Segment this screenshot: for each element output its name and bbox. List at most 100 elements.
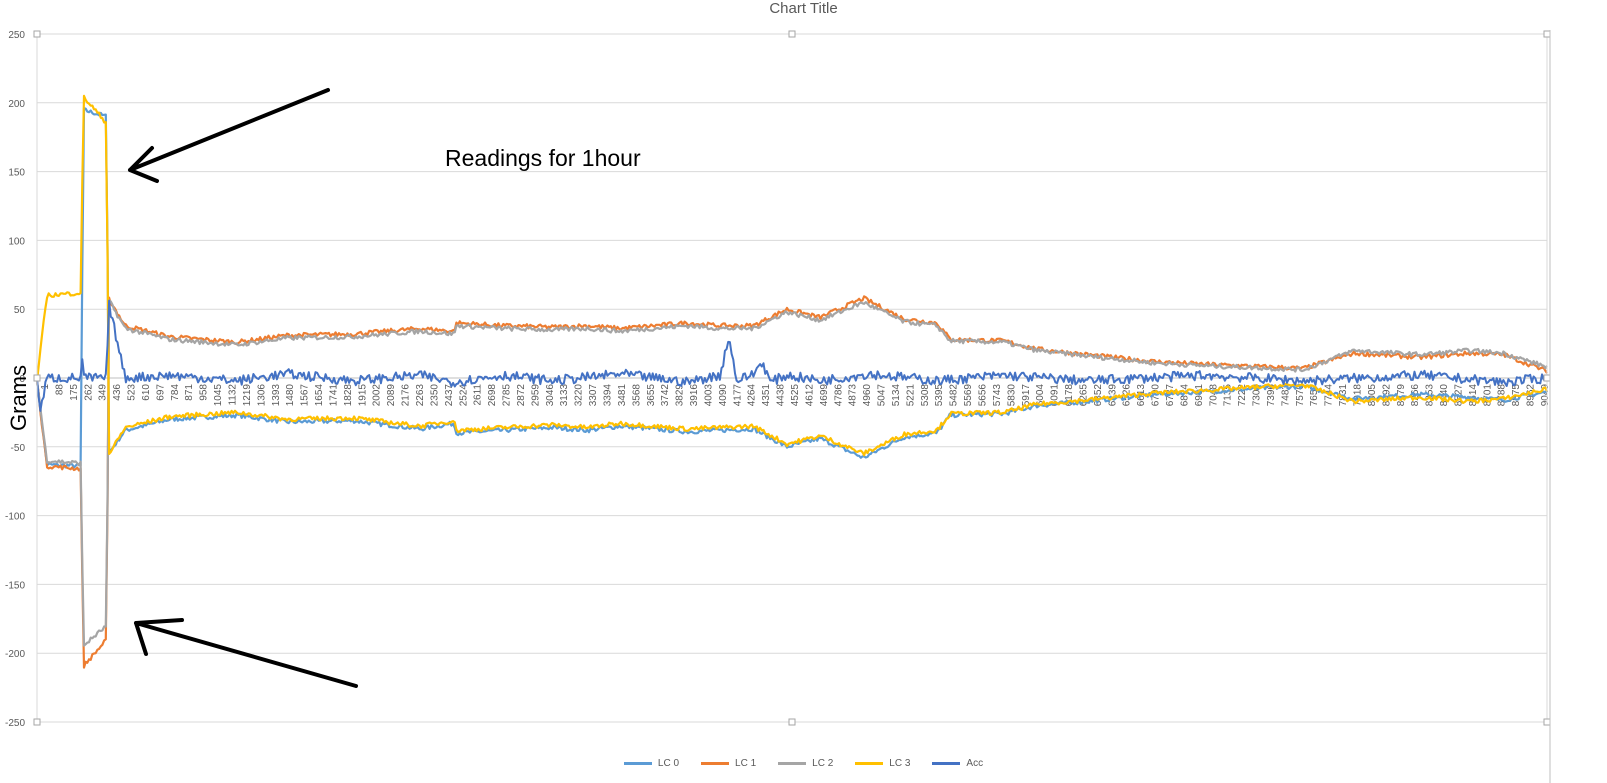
x-tick-label: 4612 (804, 384, 815, 407)
resize-handle[interactable] (1543, 374, 1551, 382)
legend-swatch (778, 762, 807, 765)
y-tick-label: 50 (14, 305, 26, 316)
x-tick-label: 8005 (1367, 384, 1378, 407)
y-axis-label: Grams (6, 365, 31, 431)
y-tick-label: -200 (5, 649, 25, 660)
resize-handle[interactable] (788, 30, 796, 38)
x-tick-label: 2002 (372, 384, 383, 407)
x-tick-label: 3481 (617, 384, 628, 407)
x-tick-label: 871 (184, 384, 195, 401)
x-tick-label: 5743 (992, 384, 1003, 407)
y-tick-label: -100 (5, 512, 25, 523)
x-tick-label: 3220 (574, 384, 585, 407)
legend-item: LC 2 (778, 758, 833, 769)
series-lines (35, 94, 1548, 669)
x-tick-label: 5134 (891, 384, 902, 407)
legend-item: Acc (932, 758, 983, 769)
resize-handle[interactable] (1543, 718, 1551, 726)
series-line-lc-1 (35, 295, 1548, 669)
x-tick-label: 6439 (1107, 384, 1118, 407)
y-tick-label: -50 (11, 443, 26, 454)
x-tick-label: 5482 (949, 384, 960, 407)
x-tick-label: 6265 (1078, 384, 1089, 407)
plot-frame (33, 30, 1551, 783)
x-tick-label: 3829 (675, 384, 686, 407)
x-tick-label: 5395 (934, 384, 945, 407)
resize-handle[interactable] (788, 718, 796, 726)
resize-handle[interactable] (33, 374, 41, 382)
x-tick-label: 4177 (732, 384, 743, 407)
x-tick-label: 2785 (502, 384, 513, 407)
y-tick-label: 150 (8, 168, 25, 179)
series-line-lc-2 (35, 299, 1548, 647)
resize-handle[interactable] (33, 30, 41, 38)
x-tick-label: 4525 (790, 384, 801, 407)
x-tick-label: 7657 (1309, 384, 1320, 407)
x-tick-label: 1480 (285, 384, 296, 407)
x-tick-label: 7570 (1295, 384, 1306, 407)
x-tick-label: 3655 (646, 384, 657, 407)
x-tick-label: 4438 (776, 384, 787, 407)
x-tick-label: 1393 (271, 384, 282, 407)
arrow-lower (134, 618, 358, 688)
x-tick-label: 3742 (660, 384, 671, 407)
x-tick-label: 1045 (213, 384, 224, 407)
x-tick-label: 8788 (1497, 384, 1508, 407)
x-tick-label: 9049 (1540, 384, 1551, 407)
x-tick-label: 6178 (1064, 384, 1075, 407)
x-tick-label: 88 (54, 384, 65, 396)
y-tick-label: 100 (8, 236, 25, 247)
series-line-acc (36, 299, 1548, 412)
x-tick-label: 2872 (516, 384, 527, 407)
x-tick-label: 7309 (1252, 384, 1263, 407)
x-tick-label: 8701 (1482, 384, 1493, 407)
annotation-arrows (128, 88, 358, 688)
x-tick-label: 1567 (300, 384, 311, 407)
x-tick-label: 3046 (545, 384, 556, 407)
x-tick-label: 958 (199, 384, 210, 401)
x-tick-label: 2959 (530, 384, 541, 407)
x-tick-label: 697 (155, 384, 166, 401)
legend-item: LC 0 (623, 758, 679, 769)
x-tick-label: 5917 (1021, 384, 1032, 407)
legend-label: LC 1 (735, 758, 757, 769)
x-tick-label: 2437 (444, 384, 455, 407)
resize-handle[interactable] (33, 718, 41, 726)
x-tick-label: 7135 (1223, 384, 1234, 407)
x-tick-label: 5308 (920, 384, 931, 407)
y-tick-label: 0 (19, 374, 25, 385)
x-tick-label: 6004 (1035, 384, 1046, 407)
x-tick-label: 784 (170, 384, 181, 401)
x-tick-label: 3133 (559, 384, 570, 407)
x-tick-label: 3307 (588, 384, 599, 407)
x-tick-label: 5656 (978, 384, 989, 407)
x-tick-label: 4090 (718, 384, 729, 407)
x-tick-label: 7222 (1237, 384, 1248, 407)
x-tick-label: 5830 (1006, 384, 1017, 407)
x-tick-label: 3916 (689, 384, 700, 407)
x-tick-label: 6091 (1050, 384, 1061, 407)
resize-handle[interactable] (1543, 30, 1551, 38)
x-tick-label: 349 (98, 384, 109, 401)
x-tick-label: 1219 (242, 384, 253, 407)
legend-label: Acc (966, 758, 984, 769)
x-tick-label: 1741 (328, 384, 339, 407)
x-tick-label: 8179 (1396, 384, 1407, 407)
x-tick-label: 2089 (386, 384, 397, 407)
x-tick-label: 4699 (819, 384, 830, 407)
x-tick-label: 1306 (256, 384, 267, 407)
x-tick-label: 1132 (228, 384, 239, 406)
y-tick-label: 200 (8, 99, 25, 110)
x-tick-label: 2611 (473, 384, 484, 406)
legend-swatch (701, 762, 730, 765)
x-tick-label: 4873 (848, 384, 859, 407)
x-tick-label: 7048 (1208, 384, 1219, 407)
x-tick-label: 4003 (703, 384, 714, 407)
x-tick-label: 6352 (1093, 384, 1104, 407)
y-tick-label: -150 (5, 580, 25, 591)
x-tick-label: 6874 (1179, 384, 1190, 407)
chart-title: Chart Title (769, 0, 838, 17)
legend-swatch (932, 762, 961, 765)
